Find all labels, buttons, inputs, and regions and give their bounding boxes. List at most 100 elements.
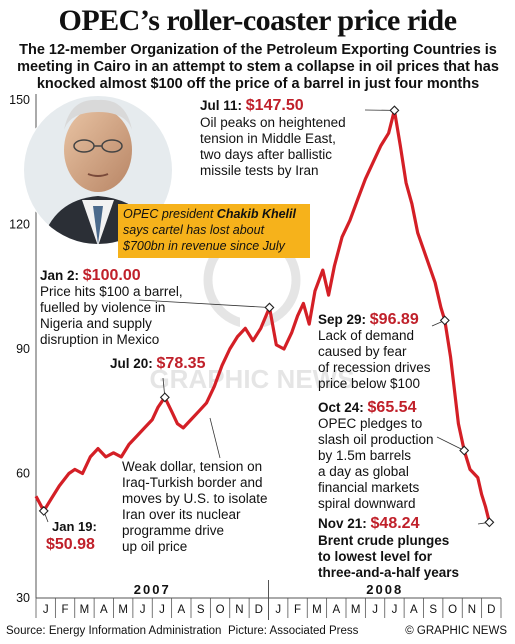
annotation-heading: Nov 21: $48.24 [318,515,420,532]
annotations: Jan 19: $50.98 Jul 20: $78.35 Weak dollar, … [40,97,459,580]
annotation-text: two days after ballistic [200,147,332,162]
svg-text:GRAPHIC NEWS: GRAPHIC NEWS [149,364,354,394]
annotation-price: $78.35 [157,355,206,372]
annotation-text: moves by U.S. to isolate [122,491,268,506]
photo-caption-line-1: OPEC president Chakib Khelil [123,207,297,221]
x-tick-label: M [80,604,90,616]
annotation-text: fuelled by violence in [40,300,165,315]
annotation-price: $147.50 [246,97,304,114]
annotation-price: $48.24 [371,515,420,532]
data-markers [38,105,495,528]
annotation-text: of recession drives [318,360,431,375]
annotation-leader [209,417,221,459]
annotation-text: Lack of demand [318,328,414,343]
annotation-text: OPEC pledges to [318,416,422,431]
x-tick-label: F [294,604,301,616]
photo-caption-box: OPEC president Chakib Khelil says cartel… [118,204,310,258]
annotation-text: spiral downward [318,496,416,511]
annotation-text: missile tests by Iran [200,163,319,178]
annotation-date: Jan 19: [52,519,97,534]
x-tick-label: J [159,604,165,616]
year-label: 2007 [134,582,171,597]
data-marker [264,302,275,313]
annotation-text: Iraq-Turkish border and [122,475,263,490]
x-tick-label: D [255,604,263,616]
data-marker [439,315,450,326]
x-tick-label: O [448,604,457,616]
annotation-date: Jul 11: [200,98,246,113]
y-axis-ticks: 30 60 90 120 150 [9,93,30,605]
annotation-text: Weak dollar, tension on [122,459,262,474]
watermark-logo: GRAPHIC NEWS [149,230,355,394]
annotation-text: financial markets [318,480,420,495]
x-tick-label: F [62,604,69,616]
annotation-price: $50.98 [46,536,95,553]
annotation-text: by 1.5m barrels [318,448,411,463]
annotation-heading: Jan 2: $100.00 [40,267,141,284]
annotation-text: three-and-a-half years [318,565,459,580]
annotation-text: slash oil production [318,432,434,447]
annotation-date: Nov 21: [318,516,371,531]
x-tick-label: D [487,604,495,616]
annotation-text: caused by fear [318,344,407,359]
annotation-heading: Oct 24: $65.54 [318,399,417,416]
annotation-leader [436,436,465,451]
x-tick-label: J [275,604,281,616]
x-tick-label: S [429,604,437,616]
brand-credit: © GRAPHIC NEWS [405,625,507,637]
x-tick-label: O [216,604,225,616]
annotation-price: $100.00 [83,267,141,284]
photo-caption-line-2: says cartel has lost about [123,223,265,237]
annotation-text: Nigeria and supply [40,316,152,331]
x-tick-label: J [372,604,378,616]
x-tick-label: J [140,604,146,616]
annotation-text: to lowest level for [318,549,433,564]
annotation-text: programme drive [122,523,224,538]
annotation-leader [138,299,270,308]
annotation-price: $65.54 [368,399,417,416]
annotation-heading: Jul 20: $78.35 [110,355,206,372]
data-marker [159,392,170,403]
x-tick-label: A [100,604,108,616]
y-tick-label: 150 [9,93,30,107]
annotation-date: Jan 2: [40,268,83,283]
x-tick-label: M [351,604,361,616]
source-credit: Source: Energy Information Administratio… [6,625,222,637]
x-axis-years: 2007 2008 [134,582,403,597]
annotation-text: tension in Middle East, [200,131,336,146]
photo-caption-line-3: $700bn in revenue since July [122,239,286,253]
y-tick-label: 90 [16,342,30,356]
annotation-text: a day as global [318,464,409,479]
data-marker [389,105,400,116]
x-tick-label: N [235,604,243,616]
annotation-text: Brent crude plunges [318,533,449,548]
x-tick-label: M [312,604,322,616]
annotation-price: $96.89 [370,311,419,328]
data-marker [459,445,470,456]
x-tick-label: A [410,604,418,616]
data-marker [38,505,49,516]
x-tick-label: M [118,604,128,616]
x-tick-label: A [177,604,185,616]
annotation-heading: Jul 11: $147.50 [200,97,304,114]
annotation-date: Oct 24: [318,400,368,415]
annotation-date: Sep 29: [318,312,370,327]
annotation-text: Iran over its nuclear [122,507,241,522]
annotation-leaders [43,109,490,525]
annotation-text: Oil peaks on heightened [200,115,346,130]
picture-credit: Picture: Associated Press [228,625,359,637]
chart-subtitle: The 12-member Organization of the Petrol… [17,42,499,92]
annotation-text: Price hits $100 a barrel, [40,284,183,299]
x-tick-label: S [197,604,205,616]
annotation-date: Jul 20: [110,356,157,371]
x-tick-label: J [43,604,49,616]
annotation-text: price below $100 [318,376,420,391]
year-label: 2008 [366,582,403,597]
annotation-heading: Sep 29: $96.89 [318,311,419,328]
y-tick-label: 30 [16,591,30,605]
x-tick-label: A [332,604,340,616]
y-tick-label: 120 [9,218,30,232]
chart-title: OPEC’s roller-coaster price ride [58,4,457,37]
